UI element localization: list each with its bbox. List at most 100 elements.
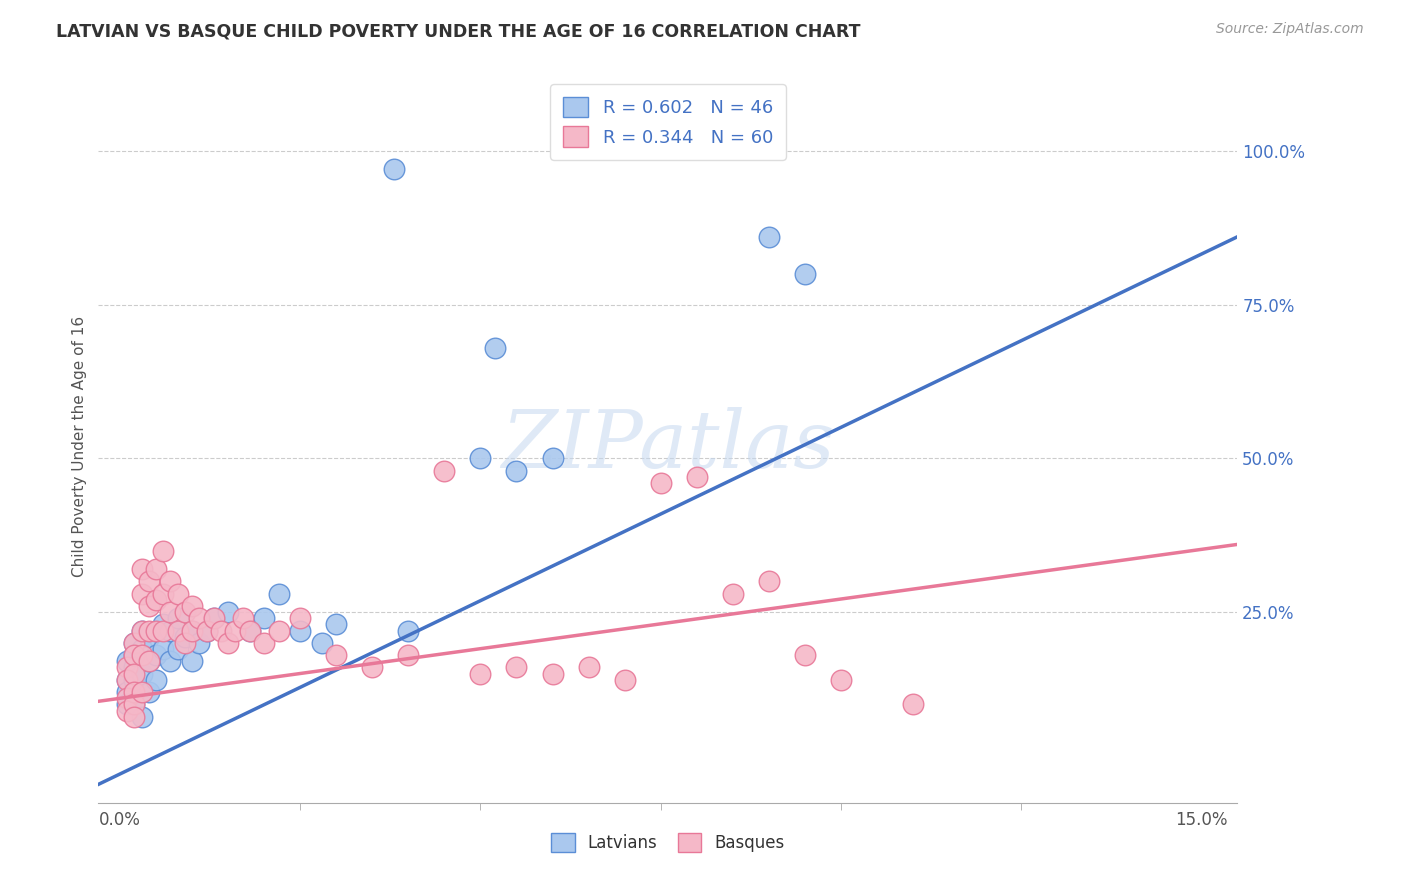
Point <box>361 660 384 674</box>
Point <box>131 624 153 638</box>
Point <box>145 624 167 638</box>
Point <box>152 624 174 638</box>
Legend: Latvians, Basques: Latvians, Basques <box>544 826 792 859</box>
Point <box>181 624 204 638</box>
Point <box>131 587 153 601</box>
Point <box>131 624 153 638</box>
Point <box>145 624 167 638</box>
Point <box>239 624 262 638</box>
Point <box>325 648 347 662</box>
Point <box>117 673 139 687</box>
Point <box>152 587 174 601</box>
Point <box>124 698 146 712</box>
Point <box>830 673 852 687</box>
Point <box>117 685 139 699</box>
Point <box>117 704 139 718</box>
Point <box>152 642 174 657</box>
Point <box>124 685 146 699</box>
Point <box>166 642 188 657</box>
Point <box>290 624 312 638</box>
Point <box>232 611 254 625</box>
Point <box>188 636 211 650</box>
Point <box>124 698 146 712</box>
Point <box>131 562 153 576</box>
Point <box>181 624 204 638</box>
Point <box>721 587 744 601</box>
Point <box>138 599 160 613</box>
Point <box>181 654 204 668</box>
Point <box>578 660 600 674</box>
Point <box>145 592 167 607</box>
Point <box>195 624 218 638</box>
Point <box>159 624 181 638</box>
Text: LATVIAN VS BASQUE CHILD POVERTY UNDER THE AGE OF 16 CORRELATION CHART: LATVIAN VS BASQUE CHILD POVERTY UNDER TH… <box>56 22 860 40</box>
Point <box>138 630 160 644</box>
Point <box>131 642 153 657</box>
Point <box>152 617 174 632</box>
Point <box>166 611 188 625</box>
Point <box>267 587 290 601</box>
Point <box>124 636 146 650</box>
Point <box>117 691 139 706</box>
Point <box>484 341 506 355</box>
Point <box>758 230 780 244</box>
Point <box>311 636 333 650</box>
Point <box>145 673 167 687</box>
Point <box>159 605 181 619</box>
Point <box>117 698 139 712</box>
Point <box>505 660 527 674</box>
Point <box>396 648 419 662</box>
Point <box>159 574 181 589</box>
Point <box>793 648 815 662</box>
Point <box>290 611 312 625</box>
Point <box>145 648 167 662</box>
Point <box>124 660 146 674</box>
Point <box>396 624 419 638</box>
Point <box>267 624 290 638</box>
Point <box>117 673 139 687</box>
Point <box>470 451 492 466</box>
Point <box>382 162 405 177</box>
Point <box>124 636 146 650</box>
Point <box>253 611 276 625</box>
Point <box>124 673 146 687</box>
Point <box>117 654 139 668</box>
Point <box>181 599 204 613</box>
Point <box>433 464 456 478</box>
Point <box>793 267 815 281</box>
Point <box>131 685 153 699</box>
Point <box>217 605 239 619</box>
Point <box>138 685 160 699</box>
Point <box>901 698 924 712</box>
Point <box>686 469 709 483</box>
Point <box>541 666 564 681</box>
Point <box>124 648 146 662</box>
Point <box>202 611 225 625</box>
Point <box>138 574 160 589</box>
Point <box>166 624 188 638</box>
Point <box>131 666 153 681</box>
Point <box>131 709 153 723</box>
Point <box>117 660 139 674</box>
Point <box>470 666 492 681</box>
Point <box>124 709 146 723</box>
Y-axis label: Child Poverty Under the Age of 16: Child Poverty Under the Age of 16 <box>72 316 87 576</box>
Text: ZIPatlas: ZIPatlas <box>501 408 835 484</box>
Point <box>174 630 197 644</box>
Point <box>159 654 181 668</box>
Point <box>202 611 225 625</box>
Point <box>138 654 160 668</box>
Point <box>541 451 564 466</box>
Point <box>195 624 218 638</box>
Point <box>217 636 239 650</box>
Point <box>209 624 232 638</box>
Point <box>138 624 160 638</box>
Point <box>166 587 188 601</box>
Point <box>152 543 174 558</box>
Point <box>325 617 347 632</box>
Point <box>131 648 153 662</box>
Point <box>650 475 672 490</box>
Point <box>145 562 167 576</box>
Point <box>224 624 246 638</box>
Text: Source: ZipAtlas.com: Source: ZipAtlas.com <box>1216 22 1364 37</box>
